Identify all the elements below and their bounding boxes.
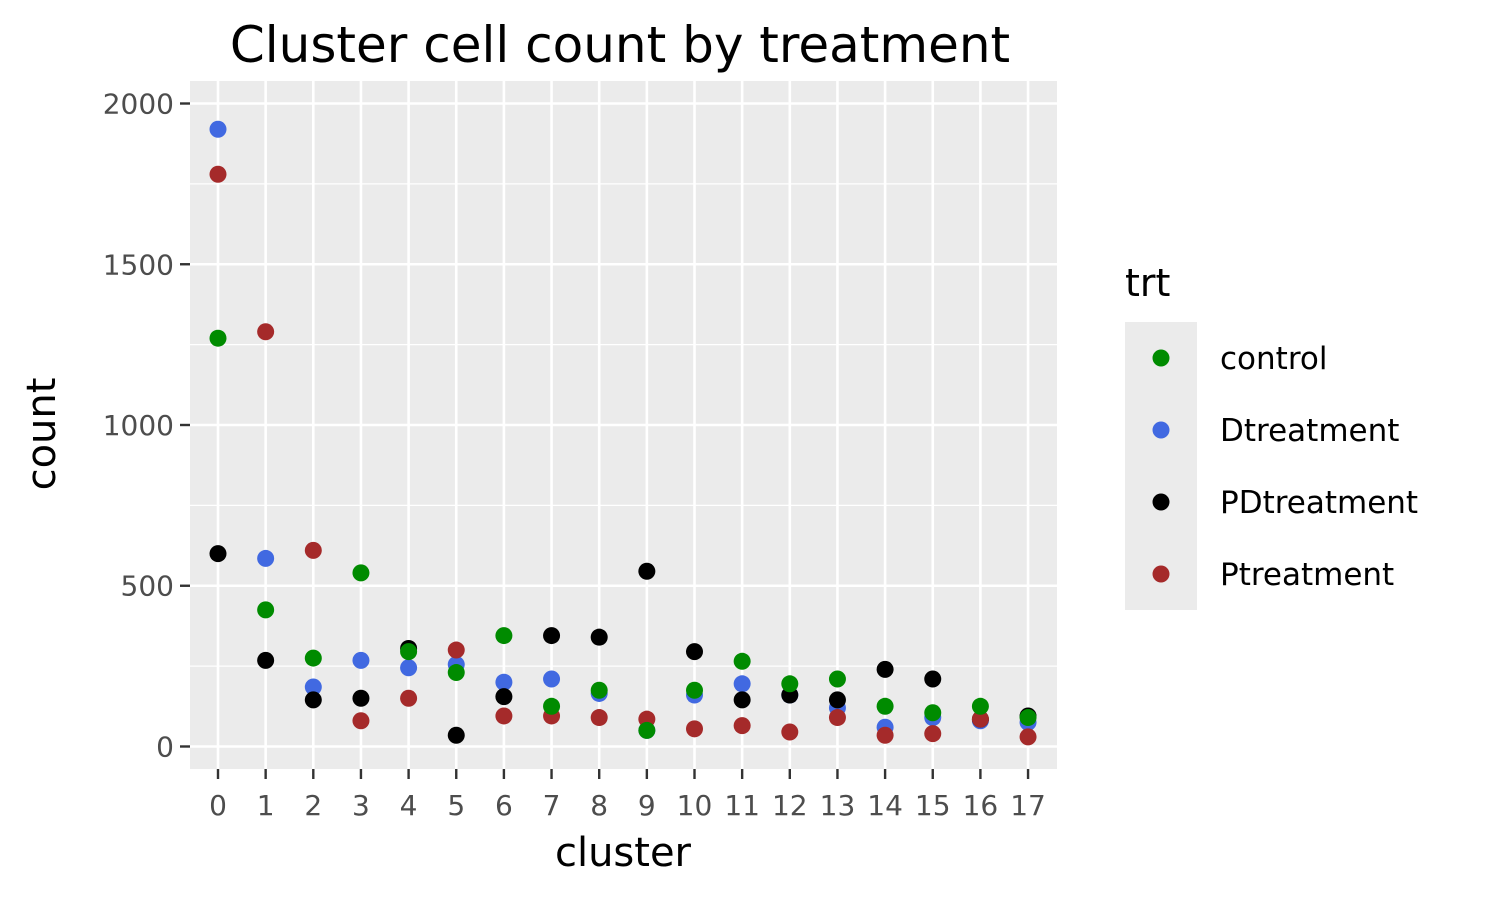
point-ptreatment-cluster-4 (400, 689, 418, 707)
point-dtreatment-cluster-0 (209, 120, 227, 138)
x-tick-label: 0 (209, 789, 227, 822)
point-control-cluster-0 (209, 329, 227, 347)
point-ptreatment-cluster-12 (781, 723, 799, 741)
point-ptreatment-cluster-5 (447, 641, 465, 659)
x-tick-label: 11 (724, 789, 760, 822)
point-control-cluster-1 (257, 601, 275, 619)
point-control-cluster-4 (400, 643, 418, 661)
point-control-cluster-9 (638, 721, 656, 739)
data-points (209, 120, 1037, 746)
x-tick-label: 13 (820, 789, 856, 822)
legend-key-dtreatment (1152, 421, 1170, 439)
point-dtreatment-cluster-2 (304, 678, 322, 696)
point-control-cluster-10 (686, 681, 703, 699)
x-tick-label: 17 (1010, 789, 1046, 822)
point-pdtreatment-cluster-8 (590, 628, 608, 646)
point-ptreatment-cluster-13 (828, 709, 846, 727)
point-control-cluster-3 (352, 564, 370, 582)
x-tick-label: 1 (257, 789, 275, 822)
point-control-cluster-8 (590, 681, 608, 699)
y-axis: 0 500 1000 1500 2000 (103, 88, 190, 763)
chart-title: Cluster cell count by treatment (230, 16, 1010, 74)
point-pdtreatment-cluster-9 (638, 562, 656, 580)
point-control-cluster-2 (304, 649, 322, 667)
point-ptreatment-cluster-0 (209, 165, 227, 183)
point-dtreatment-cluster-4 (400, 659, 418, 677)
legend-title: trt (1125, 261, 1170, 305)
point-ptreatment-cluster-1 (257, 323, 275, 341)
legend-key-control (1152, 349, 1170, 367)
point-pdtreatment-cluster-15 (924, 670, 942, 688)
point-ptreatment-cluster-2 (304, 541, 322, 559)
point-pdtreatment-cluster-5 (447, 726, 465, 744)
point-control-cluster-16 (971, 697, 989, 715)
x-tick-label: 5 (447, 789, 465, 822)
point-pdtreatment-cluster-3 (352, 689, 370, 707)
point-pdtreatment-cluster-11 (733, 691, 751, 709)
legend: trt control Dtreatment PDtreatment Ptreatme… (1125, 261, 1418, 610)
point-pdtreatment-cluster-10 (686, 643, 703, 661)
legend-key-ptreatment (1152, 565, 1170, 583)
point-ptreatment-cluster-8 (590, 709, 608, 727)
point-control-cluster-11 (733, 652, 751, 670)
x-tick-label: 4 (400, 789, 418, 822)
point-dtreatment-cluster-6 (495, 673, 513, 691)
point-pdtreatment-cluster-13 (828, 691, 846, 709)
x-axis-title: cluster (555, 830, 692, 876)
x-tick-label: 7 (543, 789, 561, 822)
legend-label-dtreatment: Dtreatment (1220, 413, 1399, 449)
point-ptreatment-cluster-3 (352, 712, 370, 730)
point-dtreatment-cluster-11 (733, 675, 751, 693)
gridlines (190, 81, 1057, 769)
legend-key-pdtreatment (1152, 493, 1170, 511)
x-tick-label: 8 (590, 789, 608, 822)
point-control-cluster-17 (1019, 709, 1037, 727)
point-dtreatment-cluster-3 (352, 651, 370, 669)
y-tick-label: 1500 (103, 248, 174, 281)
point-ptreatment-cluster-14 (876, 726, 894, 744)
point-control-cluster-12 (781, 675, 799, 693)
point-ptreatment-cluster-10 (686, 720, 703, 738)
point-ptreatment-cluster-16 (971, 710, 989, 728)
legend-label-pdtreatment: PDtreatment (1220, 485, 1418, 521)
point-control-cluster-13 (828, 670, 846, 688)
x-tick-label: 12 (772, 789, 808, 822)
point-control-cluster-5 (447, 664, 465, 682)
point-pdtreatment-cluster-2 (304, 691, 322, 709)
point-ptreatment-cluster-11 (733, 717, 751, 735)
point-dtreatment-cluster-1 (257, 549, 275, 567)
point-control-cluster-14 (876, 697, 894, 715)
x-tick-label: 3 (352, 789, 370, 822)
point-dtreatment-cluster-7 (543, 670, 561, 688)
legend-label-ptreatment: Ptreatment (1220, 557, 1394, 593)
point-control-cluster-15 (924, 704, 942, 722)
point-ptreatment-cluster-6 (495, 707, 513, 725)
x-tick-label: 14 (867, 789, 903, 822)
point-ptreatment-cluster-17 (1019, 728, 1037, 746)
y-axis-title: count (19, 378, 65, 491)
y-tick-label: 500 (121, 570, 174, 603)
x-tick-label: 6 (495, 789, 513, 822)
point-pdtreatment-cluster-6 (495, 688, 513, 706)
y-tick-label: 1000 (103, 409, 174, 442)
point-control-cluster-7 (543, 697, 561, 715)
legend-label-control: control (1220, 341, 1327, 377)
point-pdtreatment-cluster-14 (876, 660, 894, 678)
point-pdtreatment-cluster-1 (257, 651, 275, 669)
x-tick-label: 15 (915, 789, 951, 822)
x-tick-label: 2 (304, 789, 322, 822)
y-tick-label: 0 (156, 730, 174, 763)
x-axis: 0 1 2 3 4 5 6 7 8 9 10 11 12 13 14 15 16 17 (209, 769, 1046, 822)
x-tick-label: 10 (677, 789, 713, 822)
point-pdtreatment-cluster-0 (209, 545, 227, 563)
point-pdtreatment-cluster-7 (543, 627, 561, 645)
x-tick-label: 16 (963, 789, 999, 822)
legend-key-background (1125, 322, 1197, 610)
y-tick-label: 2000 (103, 88, 174, 121)
point-ptreatment-cluster-15 (924, 725, 942, 743)
point-control-cluster-6 (495, 627, 513, 645)
x-tick-label: 9 (638, 789, 656, 822)
